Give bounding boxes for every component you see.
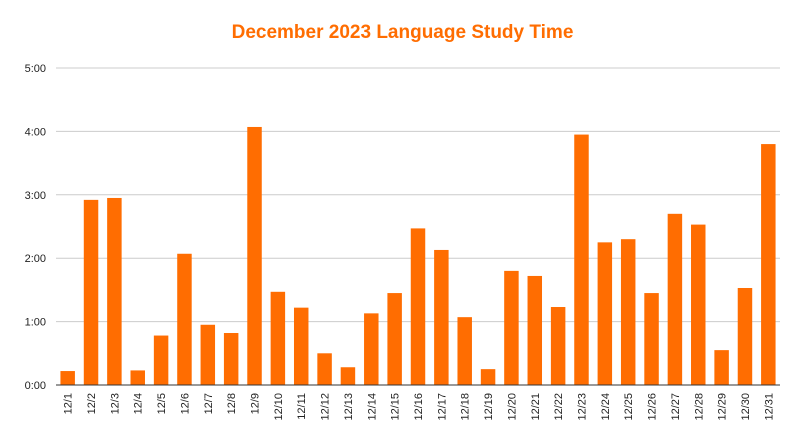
x-tick-label: 12/18 [460, 393, 472, 421]
y-tick-label: 1:00 [25, 317, 46, 329]
x-tick-label: 12/24 [600, 393, 612, 421]
x-tick-label: 12/19 [483, 393, 495, 421]
bar [270, 291, 286, 385]
bar [200, 324, 216, 385]
bar [410, 228, 426, 385]
x-tick-label: 12/5 [156, 393, 168, 414]
x-tick-label: 12/25 [623, 393, 635, 421]
x-tick-label: 12/21 [530, 393, 542, 421]
x-tick-label: 12/9 [250, 393, 262, 414]
bar [340, 367, 356, 385]
bar [527, 275, 543, 385]
bar [223, 333, 239, 385]
x-tick-label: 12/11 [296, 393, 308, 420]
x-tick-label: 12/6 [179, 393, 191, 414]
bar [620, 239, 636, 385]
x-tick-label: 12/15 [390, 393, 402, 421]
x-tick-label: 12/22 [553, 393, 565, 421]
bar [644, 293, 659, 385]
bar [550, 307, 566, 385]
x-tick-label: 12/13 [343, 393, 355, 421]
bar [597, 242, 613, 385]
bar [737, 287, 753, 385]
bar [574, 134, 589, 385]
bar [153, 335, 169, 385]
bar [504, 270, 519, 385]
x-tick-label: 12/17 [436, 393, 448, 421]
x-tick-label: 12/2 [86, 393, 98, 414]
y-tick-label: 2:00 [25, 253, 46, 265]
x-tick-label: 12/28 [693, 393, 705, 421]
bar [247, 126, 262, 385]
chart-title: December 2023 Language Study Time [231, 22, 574, 43]
x-tick-label: 12/8 [226, 393, 238, 414]
bar [714, 350, 729, 385]
x-tick-label: 12/26 [647, 393, 659, 421]
bar [387, 293, 402, 385]
y-tick-label: 4:00 [25, 126, 46, 138]
bar [83, 199, 99, 385]
bar [691, 224, 706, 385]
bar [364, 313, 379, 385]
x-tick-label: 12/27 [670, 393, 682, 421]
bar [293, 307, 309, 385]
x-tick-label: 12/3 [109, 393, 121, 414]
y-tick-label: 3:00 [25, 190, 46, 202]
x-tick-label: 12/12 [320, 393, 332, 421]
x-tick-label: 12/29 [717, 393, 729, 421]
bar [177, 253, 192, 385]
x-tick-label: 12/10 [273, 393, 285, 421]
x-tick-label: 12/14 [366, 393, 378, 421]
bar [457, 317, 472, 385]
y-tick-label: 5:00 [25, 63, 46, 75]
bar [480, 369, 496, 385]
x-tick-label: 12/16 [413, 393, 425, 421]
x-tick-label: 12/4 [133, 393, 145, 414]
x-tick-label: 12/31 [763, 393, 775, 421]
x-tick-label: 12/20 [506, 393, 518, 421]
bar [761, 144, 776, 385]
x-tick-label: 12/23 [576, 393, 588, 421]
bar [317, 353, 332, 385]
x-tick-label: 12/7 [203, 393, 215, 414]
bar [60, 371, 75, 385]
x-tick-label: 12/1 [63, 393, 75, 414]
bar [434, 249, 449, 385]
bar [130, 370, 145, 385]
y-tick-label: 0:00 [25, 380, 46, 392]
x-tick-label: 12/30 [740, 393, 752, 421]
bar [667, 213, 683, 385]
bar [107, 197, 122, 385]
